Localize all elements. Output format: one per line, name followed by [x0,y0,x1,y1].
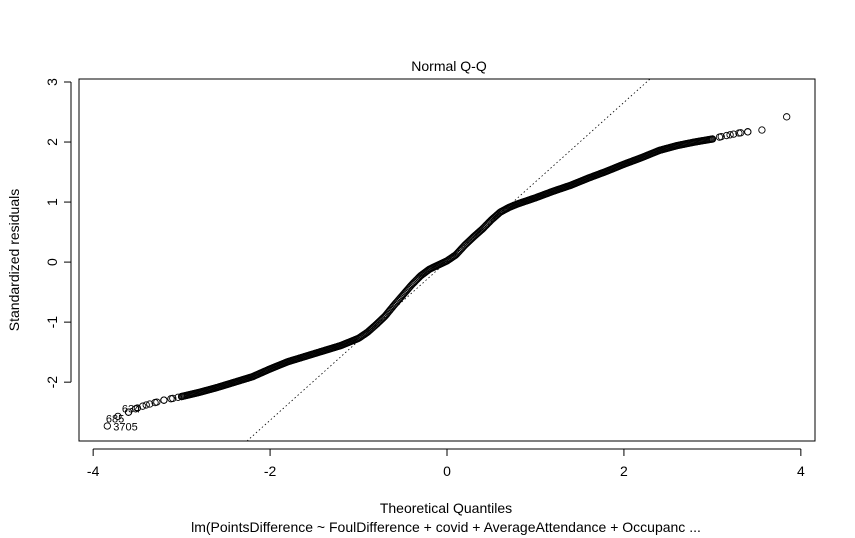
data-point [131,405,140,413]
data-point [142,401,150,409]
data-point [174,393,182,401]
data-point [722,131,731,140]
y-tick-label: 2 [44,138,60,146]
subtitle: lm(PointsDifference ~ FoulDifference + c… [191,519,701,535]
data-point [160,396,168,404]
x-tick-label: 0 [443,463,451,479]
data-point [124,408,133,416]
y-axis-label: Standardized residuals [6,189,22,331]
y-tick-label: -1 [44,316,60,329]
x-tick-label: 4 [797,463,805,479]
chart-title: Normal Q-Q [411,58,487,74]
data-point [758,126,766,134]
data-point [146,400,154,408]
data-point [114,412,122,421]
data-points [103,113,791,430]
data-point [708,135,717,143]
x-axis-label: Theoretical Quantiles [380,500,512,516]
data-point [153,398,161,406]
data-point [744,128,752,136]
data-point [103,422,111,430]
x-axis: -4 -2 0 2 4 [87,448,805,479]
x-tick-label: -4 [87,463,100,479]
plot-box [78,78,816,442]
y-tick-label: 3 [44,78,60,86]
data-point [139,402,147,410]
y-tick-label: -2 [44,376,60,389]
y-tick-label: 1 [44,198,60,206]
point-label: 685 [106,413,124,425]
x-tick-label: 2 [620,463,628,479]
data-point [737,129,745,137]
data-point [167,395,175,403]
y-tick-label: 0 [44,258,60,266]
data-point [729,130,738,138]
x-tick-label: -2 [264,463,277,479]
data-point [726,131,734,139]
data-point [715,133,724,141]
point-label: 3705 [113,422,137,434]
data-point [783,113,791,121]
y-axis: -2 -1 0 1 2 3 [44,78,72,389]
point-label: 634 [122,403,140,415]
